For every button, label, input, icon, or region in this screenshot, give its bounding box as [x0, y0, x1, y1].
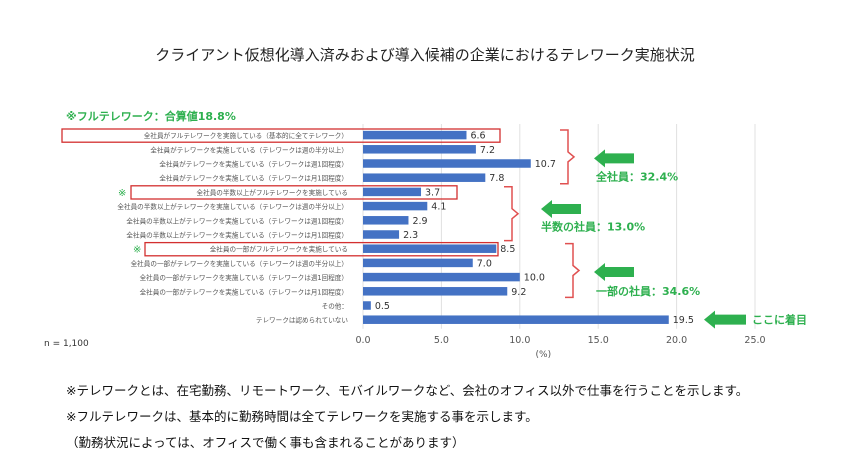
star-annotation: ※	[133, 245, 141, 256]
bar	[363, 287, 508, 296]
chart-title: クライアント仮想化導入済みおよび導入候補の企業におけるテレワーク実施状況	[155, 46, 695, 64]
category-label: 全社員の一部がテレワークを実施している（テレワークは週の半分以上）	[131, 259, 348, 268]
bar	[363, 315, 669, 324]
left-arrow-icon	[594, 149, 634, 168]
bar-value-label: 4.1	[431, 202, 446, 213]
x-axis-label: (%)	[536, 350, 552, 360]
category-label: 全社員の半数以上がフルテレワークを実施している	[197, 188, 348, 197]
bar-value-label: 6.6	[470, 131, 485, 142]
left-arrow-icon	[704, 310, 746, 329]
bar-value-label: 7.2	[480, 145, 495, 156]
bar	[363, 230, 400, 239]
category-label: 全社員の一部がフルテレワークを実施している	[210, 245, 348, 254]
note-telework-definition: ※テレワークとは、在宅勤務、リモートワーク、モバイルワークなど、会社のオフィス以…	[66, 383, 749, 398]
bar	[363, 301, 371, 310]
highlight-box	[144, 241, 499, 257]
category-label: 全社員の一部がテレワークを実施している（テレワークは月1回程度）	[140, 287, 348, 296]
bar-value-label: 2.3	[403, 230, 418, 241]
note-work-situation: （勤務状況によっては、オフィスで働く事も含まれることがあります）	[66, 435, 465, 450]
category-label: 全社員の半数以上がテレワークを実施している（テレワークは月1回程度）	[126, 231, 348, 240]
group-bracket	[504, 186, 520, 242]
bar-value-label: 7.8	[489, 173, 504, 184]
half-staff-annotation: 半数の社員：13.0%	[541, 219, 645, 233]
x-tick-label: 15.0	[588, 335, 609, 346]
bar-value-label: 9.2	[511, 287, 526, 298]
bar	[363, 201, 428, 211]
x-tick-label: 5.0	[434, 335, 449, 346]
x-tick-label: 20.0	[666, 335, 687, 346]
left-arrow-icon	[541, 200, 581, 218]
highlight-box	[130, 185, 458, 200]
bar-value-label: 2.9	[412, 216, 427, 227]
category-label: 全社員がフルテレワークを実施している（基本的に全てテレワーク）	[144, 131, 348, 140]
x-tick-label: 0.0	[355, 335, 370, 346]
full-telework-annotation: ※フルテレワーク：合算値18.8%	[66, 109, 236, 123]
bar	[363, 187, 422, 197]
bar-value-label: 7.0	[477, 258, 492, 269]
bar-value-label: 8.5	[500, 244, 515, 255]
group-bracket	[560, 129, 576, 185]
category-label: 全社員がテレワークを実施している（テレワークは週1回程度）	[159, 160, 348, 169]
x-tick-label: 25.0	[744, 335, 765, 346]
bar-value-label: 10.7	[535, 159, 556, 170]
category-label: 全社員の一部がテレワークを実施している（テレワークは週1回程度）	[140, 273, 348, 282]
bar	[363, 159, 531, 168]
left-arrow-icon	[594, 263, 634, 281]
bar-value-label: 0.5	[375, 301, 390, 312]
category-label: テレワークは認められていない	[256, 316, 349, 325]
bar	[363, 258, 473, 268]
bar	[363, 216, 409, 225]
bar	[363, 130, 467, 140]
bar-value-label: 10.0	[524, 273, 545, 284]
category-label: 全社員の半数以上がテレワークを実施している（テレワークは週1回程度）	[126, 216, 348, 225]
category-label: 全社員がテレワークを実施している（テレワークは月1回程度）	[159, 174, 348, 183]
category-label: その他：	[322, 302, 348, 311]
group-bracket	[565, 242, 581, 299]
bar	[363, 173, 486, 182]
bar	[363, 145, 476, 154]
x-tick-label: 10.0	[509, 335, 530, 346]
all-staff-annotation: 全社員：32.4%	[595, 170, 678, 184]
star-annotation: ※	[118, 188, 126, 199]
bar	[363, 244, 497, 253]
highlight-box	[61, 128, 501, 143]
bar-value-label: 3.7	[425, 187, 440, 198]
focus-annotation: ここに着目	[752, 313, 807, 327]
category-label: 全社員がテレワークを実施している（テレワークは週の半分以上）	[150, 145, 348, 154]
bar	[363, 272, 520, 282]
sample-size: n = 1,100	[44, 339, 89, 349]
note-full-telework-definition: ※フルテレワークは、基本的に勤務時間は全てテレワークを実施する事を示します。	[66, 409, 538, 424]
category-label: 全社員の半数以上がテレワークを実施している（テレワークは週の半分以上）	[117, 202, 348, 211]
some-staff-annotation: 一部の社員：34.6%	[596, 284, 700, 298]
bar-value-label: 19.5	[673, 315, 694, 326]
